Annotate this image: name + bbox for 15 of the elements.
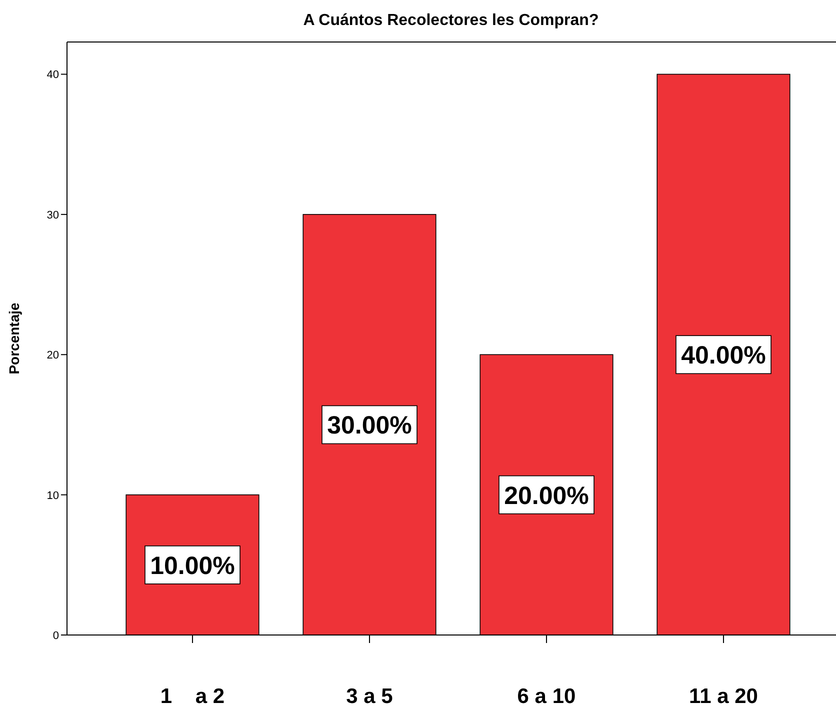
data-label: 40.00%: [681, 342, 766, 370]
data-label: 10.00%: [150, 552, 235, 580]
y-tick-label: 40: [46, 69, 59, 82]
y-axis-title: Porcentaje: [6, 302, 22, 374]
x-tick-label: 1 a 2: [160, 685, 225, 708]
y-tick-label: 30: [46, 209, 59, 222]
x-tick-label: 11 a 20: [689, 685, 758, 708]
y-tick-label: 0: [52, 630, 59, 642]
x-tick-label: 3 a 5: [346, 685, 394, 708]
data-label: 20.00%: [504, 482, 589, 510]
x-tick-label: 6 a 10: [517, 685, 576, 708]
data-label: 30.00%: [327, 412, 412, 440]
y-tick-label: 10: [46, 490, 59, 502]
y-tick-label: 20: [46, 350, 59, 362]
chart-title: A Cuántos Recolectores les Compran?: [303, 12, 599, 29]
